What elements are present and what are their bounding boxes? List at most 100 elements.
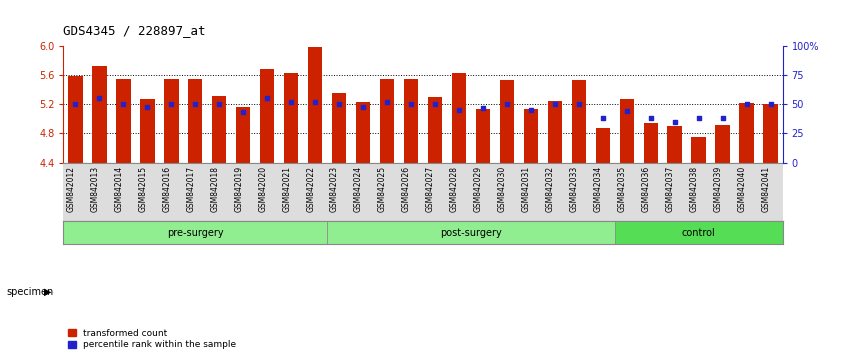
Text: GSM842017: GSM842017: [186, 166, 195, 212]
Bar: [667, 126, 682, 162]
Point: [740, 102, 754, 107]
Point: [692, 115, 706, 121]
Text: GSM842038: GSM842038: [689, 166, 699, 212]
Point: [164, 102, 178, 107]
Point: [92, 96, 106, 101]
Bar: [236, 107, 250, 162]
Point: [117, 102, 130, 107]
Point: [476, 105, 490, 111]
Text: GSM842041: GSM842041: [761, 166, 771, 212]
Bar: [116, 79, 130, 162]
Bar: [140, 99, 155, 162]
Text: GSM842039: GSM842039: [714, 166, 722, 212]
Text: GSM842037: GSM842037: [666, 166, 675, 212]
Bar: [572, 80, 586, 162]
Bar: [308, 47, 322, 162]
Text: GSM842013: GSM842013: [91, 166, 99, 212]
Bar: [716, 125, 730, 162]
Point: [212, 102, 226, 107]
Point: [308, 99, 321, 105]
Bar: [500, 80, 514, 162]
Point: [189, 102, 202, 107]
Text: GSM842023: GSM842023: [330, 166, 339, 212]
Text: pre-surgery: pre-surgery: [167, 228, 223, 238]
Point: [764, 102, 777, 107]
Point: [140, 104, 154, 109]
Point: [428, 102, 442, 107]
Text: GSM842030: GSM842030: [498, 166, 507, 212]
Text: GSM842015: GSM842015: [139, 166, 147, 212]
Point: [620, 108, 634, 114]
Point: [356, 104, 370, 109]
Point: [69, 102, 82, 107]
Bar: [475, 109, 490, 162]
Text: GSM842040: GSM842040: [738, 166, 747, 212]
Point: [716, 115, 729, 121]
Bar: [615, 221, 783, 244]
Point: [236, 110, 250, 115]
Bar: [92, 66, 107, 162]
Bar: [164, 79, 179, 162]
Point: [500, 102, 514, 107]
Point: [381, 99, 394, 105]
Bar: [739, 103, 754, 162]
Bar: [547, 101, 562, 162]
Text: post-surgery: post-surgery: [440, 228, 502, 238]
Text: GDS4345 / 228897_at: GDS4345 / 228897_at: [63, 24, 206, 37]
Bar: [212, 96, 227, 162]
Text: GSM842033: GSM842033: [570, 166, 579, 212]
Text: GSM842019: GSM842019: [234, 166, 244, 212]
Text: GSM842035: GSM842035: [618, 166, 627, 212]
Text: GSM842028: GSM842028: [450, 166, 459, 212]
Text: GSM842034: GSM842034: [594, 166, 602, 212]
Point: [261, 96, 274, 101]
Bar: [332, 93, 346, 162]
Text: GSM842036: GSM842036: [642, 166, 651, 212]
Bar: [260, 69, 274, 162]
Bar: [380, 79, 394, 162]
Point: [548, 102, 562, 107]
Point: [596, 115, 609, 121]
Bar: [763, 104, 777, 162]
Bar: [69, 76, 83, 162]
Bar: [327, 221, 615, 244]
Point: [644, 115, 657, 121]
Text: GSM842026: GSM842026: [402, 166, 411, 212]
Text: GSM842025: GSM842025: [378, 166, 387, 212]
Text: control: control: [682, 228, 716, 238]
Point: [284, 99, 298, 105]
Text: GSM842024: GSM842024: [354, 166, 363, 212]
Point: [572, 102, 585, 107]
Bar: [596, 129, 610, 162]
Point: [452, 107, 465, 113]
Text: GSM842032: GSM842032: [546, 166, 555, 212]
Text: GSM842014: GSM842014: [114, 166, 124, 212]
Text: GSM842029: GSM842029: [474, 166, 483, 212]
Point: [668, 119, 682, 125]
Bar: [428, 97, 442, 162]
Text: specimen: specimen: [7, 287, 54, 297]
Text: GSM842022: GSM842022: [306, 166, 315, 212]
Text: GSM842020: GSM842020: [258, 166, 267, 212]
Text: ▶: ▶: [44, 287, 52, 297]
Point: [404, 102, 418, 107]
Text: GSM842021: GSM842021: [283, 166, 291, 212]
Text: GSM842027: GSM842027: [426, 166, 435, 212]
Bar: [691, 137, 706, 162]
Bar: [188, 79, 202, 162]
Point: [525, 107, 538, 113]
Point: [332, 102, 346, 107]
Text: GSM842031: GSM842031: [522, 166, 531, 212]
Bar: [644, 122, 658, 162]
Bar: [284, 73, 299, 162]
Bar: [524, 109, 538, 162]
Text: GSM842016: GSM842016: [162, 166, 171, 212]
Bar: [404, 79, 418, 162]
Text: GSM842018: GSM842018: [211, 166, 219, 212]
Bar: [452, 73, 466, 162]
Bar: [356, 102, 371, 162]
Text: GSM842012: GSM842012: [67, 166, 75, 212]
Legend: transformed count, percentile rank within the sample: transformed count, percentile rank withi…: [68, 329, 236, 349]
Bar: [619, 99, 634, 162]
Bar: [63, 221, 327, 244]
